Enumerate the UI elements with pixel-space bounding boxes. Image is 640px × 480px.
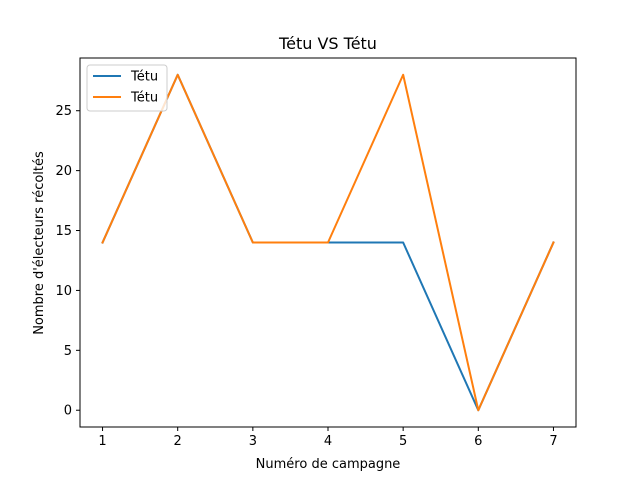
y-tick-label: 15 (55, 224, 72, 239)
legend-label-2: Tétu (130, 91, 158, 106)
y-tick-label: 25 (55, 104, 72, 119)
series-line-2 (101, 73, 555, 412)
x-tick-label: 5 (399, 434, 407, 449)
x-tick-label: 4 (324, 434, 332, 449)
x-tick-label: 6 (474, 434, 482, 449)
y-tick-label: 0 (64, 404, 72, 419)
y-axis-label: Nombre d'électeurs récoltés (32, 151, 47, 335)
x-axis-label: Numéro de campagne (256, 457, 401, 472)
x-tick-label: 1 (98, 434, 106, 449)
legend: Tétu Tétu (86, 64, 168, 112)
x-tick-label: 3 (249, 434, 257, 449)
x-tick-label: 7 (549, 434, 557, 449)
y-tick-label: 10 (55, 284, 72, 299)
y-tick-label: 5 (64, 344, 72, 359)
chart-title: Tétu VS Tétu (278, 34, 377, 53)
plot-area: 1 2 3 4 5 6 7 0 5 10 15 20 25 (55, 57, 577, 449)
x-tick-label: 2 (174, 434, 182, 449)
legend-label-1: Tétu (130, 70, 158, 85)
y-tick-label: 20 (55, 164, 72, 179)
